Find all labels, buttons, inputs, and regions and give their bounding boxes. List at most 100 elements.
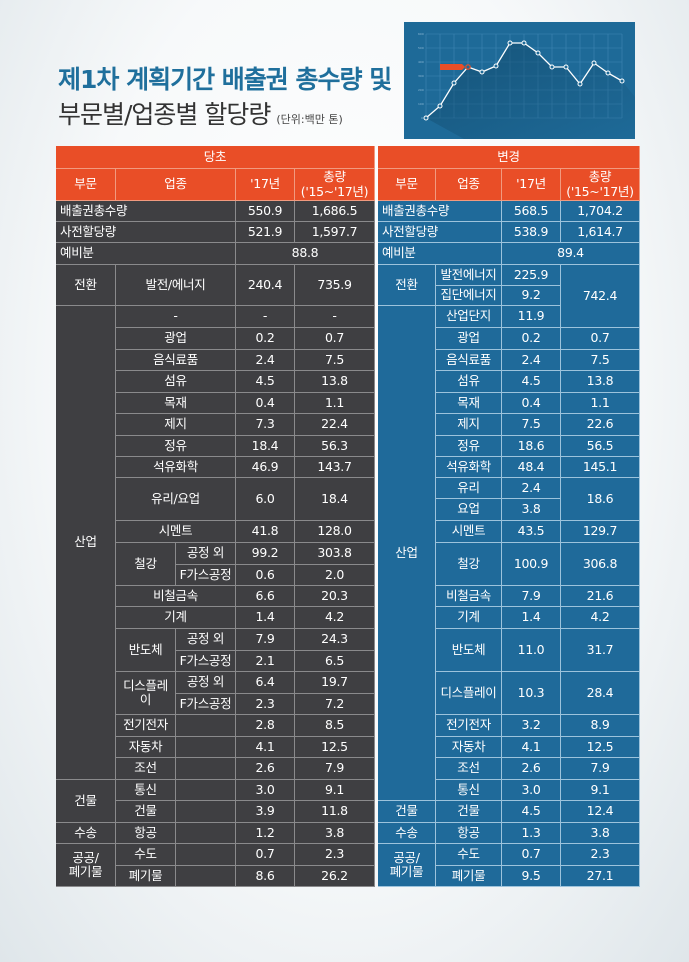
header-changed: 변경: [378, 146, 640, 169]
col-header-2017-changed: '17년: [502, 169, 561, 201]
value-2017: 48.4: [502, 457, 561, 478]
value-2017: 4.5: [502, 801, 561, 823]
value-total: 19.7: [295, 672, 375, 694]
value-total: 2.0: [295, 565, 375, 586]
value-2017: 0.6: [236, 565, 295, 586]
svg-text:200: 200: [418, 88, 424, 92]
value-total: 13.8: [561, 371, 640, 393]
industry-row: 항공: [436, 823, 502, 844]
value-total: 22.4: [295, 414, 375, 436]
empty-subcell: [176, 801, 236, 823]
value-2017: 6.6: [236, 586, 295, 607]
industry-row: 전기전자: [436, 715, 502, 737]
industry-row: 자동차: [436, 737, 502, 758]
value-2017: -: [236, 306, 295, 328]
value-total: 11.8: [295, 801, 375, 823]
value-total: 26.2: [295, 866, 375, 887]
value-total: 27.1: [561, 866, 640, 887]
value-total: 735.9: [295, 265, 375, 306]
value-2017: 11.9: [502, 306, 561, 328]
value-total: 21.6: [561, 586, 640, 607]
col-header-industry-changed: 업종: [436, 169, 502, 201]
value-2017: 3.9: [236, 801, 295, 823]
industry-row: 시멘트: [116, 521, 236, 543]
col-header-2017-original: '17년: [236, 169, 295, 201]
value-2017: 240.4: [236, 265, 295, 306]
value-total: 742.4: [561, 265, 640, 328]
value-2017: 18.6: [502, 436, 561, 457]
value-2017: 6.0: [236, 478, 295, 521]
industry-row: 수도: [116, 844, 176, 866]
value-2017: 100.9: [502, 543, 561, 586]
value-total: -: [295, 306, 375, 328]
sub-process: F가스공정: [176, 694, 236, 715]
col-header-industry-original: 업종: [116, 169, 236, 201]
reserve-value: 88.8: [236, 243, 375, 265]
sub-process: 공정 외: [176, 672, 236, 694]
value-total: 7.5: [561, 350, 640, 371]
value-2017: 4.5: [236, 371, 295, 393]
reserve-value: 89.4: [502, 243, 640, 265]
value-2017: 0.4: [236, 393, 295, 414]
value-total: 12.5: [561, 737, 640, 758]
sub-process: 공정 외: [176, 543, 236, 565]
value-2017: 46.9: [236, 457, 295, 478]
value-2017: 2.3: [236, 694, 295, 715]
value-2017: 2.1: [236, 651, 295, 672]
value-total: 9.1: [295, 780, 375, 801]
page-title-line2-text: 부문별/업종별 할당량: [58, 100, 271, 129]
value-2017: 1.3: [502, 823, 561, 844]
industry-row: 목재: [116, 393, 236, 414]
value-2017: 4.1: [502, 737, 561, 758]
value-total: 0.7: [561, 328, 640, 350]
value-2017: 2.4: [502, 478, 561, 499]
sector-industry: 산업: [378, 306, 436, 801]
value-total: 6.5: [295, 651, 375, 672]
svg-text:300: 300: [418, 74, 424, 78]
sector-transport: 수송: [56, 823, 116, 844]
sector-public-waste: 공공/ 폐기물: [378, 844, 436, 887]
industry-row: 산업단지: [436, 306, 502, 328]
empty-subcell: [176, 715, 236, 737]
value-2017: 7.9: [502, 586, 561, 607]
industry-row: 목재: [436, 393, 502, 414]
value-2017: 0.4: [502, 393, 561, 414]
value-total: 4.2: [295, 607, 375, 629]
sector-conversion: 전환: [378, 265, 436, 306]
svg-text:100: 100: [418, 102, 424, 106]
value-2017: 7.9: [236, 629, 295, 651]
industry-row: 광업: [116, 328, 236, 350]
pre-alloc-total: 1,614.7: [561, 222, 640, 243]
value-total: 12.5: [295, 737, 375, 758]
value-total: 24.3: [295, 629, 375, 651]
page-title-line2: 부문별/업종별 할당량 (단위:백만 톤): [58, 95, 343, 131]
value-2017: 9.5: [502, 866, 561, 887]
sector-industry: 산업: [56, 306, 116, 780]
pre-alloc-2017: 538.9: [502, 222, 561, 243]
industry-group: 디스플레 이: [116, 672, 176, 715]
reserve-label: 예비분: [378, 243, 502, 265]
value-2017: 225.9: [502, 265, 561, 286]
industry-row: 전기전자: [116, 715, 176, 737]
page-title-line1: 제1차 계획기간 배출권 총수량 및: [58, 65, 392, 94]
value-2017: 3.2: [502, 715, 561, 737]
industry-row: 디스플레이: [436, 672, 502, 715]
line-chart-graphic: 600 500 400 300 200 100 0: [418, 32, 635, 139]
empty-subcell: [176, 823, 236, 844]
value-2017: 1.4: [502, 607, 561, 629]
sector-public-waste: 공공/ 폐기물: [56, 844, 116, 887]
industry-row: 건물: [436, 801, 502, 823]
value-total: 7.2: [295, 694, 375, 715]
industry-group: 반도체: [116, 629, 176, 672]
value-2017: 43.5: [502, 521, 561, 543]
industry-row: 석유화학: [116, 457, 236, 478]
industry-row: 유리/요업: [116, 478, 236, 521]
value-total: 1.1: [295, 393, 375, 414]
value-total: 22.6: [561, 414, 640, 436]
industry-row: 시멘트: [436, 521, 502, 543]
col-header-sector-original: 부문: [56, 169, 116, 201]
empty-subcell: [176, 780, 236, 801]
decorative-line-chart: 600 500 400 300 200 100 0: [404, 22, 635, 139]
value-2017: 1.2: [236, 823, 295, 844]
value-2017: 9.2: [502, 286, 561, 306]
